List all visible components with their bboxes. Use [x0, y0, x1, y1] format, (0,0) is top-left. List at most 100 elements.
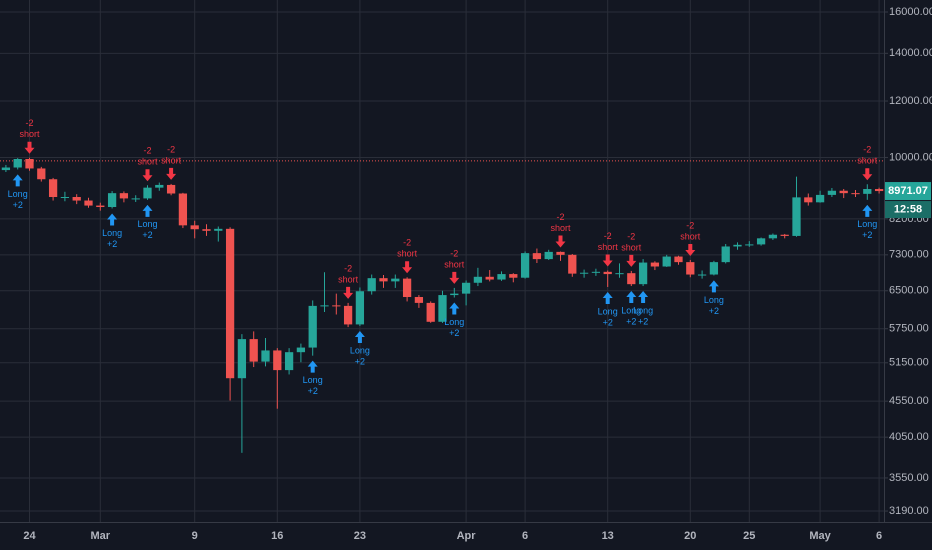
long-arrow	[626, 291, 637, 304]
long-arrow	[107, 213, 118, 226]
short-arrow	[555, 235, 566, 248]
signal-label: Long	[857, 219, 877, 229]
short-arrow	[449, 271, 460, 284]
candle-body	[745, 244, 754, 246]
signal-label: short	[161, 155, 182, 165]
signal-amount: -2	[686, 220, 694, 230]
x-tick-label: 9	[192, 530, 198, 542]
x-tick-label: 6	[876, 530, 882, 542]
signal-amount: +2	[603, 317, 613, 327]
y-tick-label: 7300.00	[889, 249, 929, 261]
short-arrow	[142, 169, 153, 182]
signal-label: Long	[444, 317, 464, 327]
y-tick-label: 10000.00	[889, 151, 932, 163]
y-tick-label: 5150.00	[889, 357, 929, 369]
signal-amount: -2	[627, 231, 635, 241]
x-tick-label: May	[809, 530, 831, 542]
signal-amount: +2	[626, 316, 636, 326]
candle-body	[332, 305, 341, 307]
candle-body	[273, 350, 282, 371]
candle-body	[320, 305, 329, 307]
candle-body	[107, 193, 117, 208]
candle-body	[780, 234, 789, 236]
candle-body	[544, 251, 553, 260]
candle-body	[426, 302, 435, 322]
y-tick-label: 4050.00	[889, 431, 929, 443]
candle-body	[461, 282, 471, 294]
short-arrow	[24, 141, 35, 154]
candle-body	[709, 262, 719, 275]
candle-body	[532, 253, 542, 260]
signal-amount: +2	[13, 200, 23, 210]
y-tick-label: 16000.00	[889, 6, 932, 18]
candle-body	[143, 187, 152, 199]
signal-amount: -2	[143, 146, 151, 156]
y-tick-label: 4550.00	[889, 395, 929, 407]
candle-body	[520, 253, 530, 278]
candle-body	[225, 228, 235, 379]
candle-body	[497, 274, 506, 280]
candle-body	[414, 297, 424, 303]
candle-body	[131, 198, 140, 200]
signal-amount: +2	[709, 306, 719, 316]
candle-body	[355, 291, 365, 325]
last-price-box	[885, 182, 931, 201]
y-tick-label: 3190.00	[889, 505, 929, 517]
signal-label: Long	[102, 228, 122, 238]
candle-body	[391, 278, 400, 282]
candle-body	[556, 251, 565, 255]
candle-body	[638, 262, 648, 285]
candle-body	[48, 179, 58, 198]
short-arrow	[402, 261, 413, 274]
candle-body	[674, 256, 683, 263]
signal-label: short	[137, 157, 158, 167]
candle-body	[308, 305, 317, 348]
signal-amount: +2	[355, 356, 365, 366]
candle-body	[863, 189, 872, 194]
signal-label: short	[19, 129, 40, 139]
long-arrow	[307, 360, 318, 373]
candle-body	[284, 352, 294, 371]
y-tick-label: 3550.00	[889, 472, 929, 484]
x-tick-label: 24	[23, 530, 36, 542]
candle-body	[792, 197, 801, 236]
candle-body	[768, 234, 778, 239]
signal-label: short	[857, 156, 878, 166]
x-tick-label: 23	[354, 530, 366, 542]
countdown-box	[885, 201, 931, 219]
candle-body	[650, 262, 660, 267]
candle-body	[25, 158, 34, 169]
x-tick-label: Apr	[457, 530, 477, 542]
long-arrow	[354, 331, 365, 344]
plot: Long+2short-2Long+2Long+2short-2short-2L…	[0, 118, 884, 453]
signal-label: Long	[350, 345, 370, 355]
candle-body	[166, 184, 176, 194]
signal-label: Long	[303, 375, 323, 385]
candle-body	[155, 184, 164, 188]
candle-body	[827, 190, 837, 195]
long-arrow	[449, 302, 460, 315]
short-arrow	[626, 254, 637, 267]
x-tick-label: 25	[743, 530, 755, 542]
countdown-label: 12:58	[894, 203, 922, 215]
signal-amount: +2	[308, 386, 318, 396]
candle-body	[839, 190, 848, 194]
candle-body	[450, 293, 459, 296]
y-tick-label: 14000.00	[889, 47, 932, 59]
candle-body	[756, 238, 766, 245]
candle-body	[733, 244, 742, 247]
candle-body	[367, 278, 376, 292]
candle-body	[60, 197, 70, 199]
candle-body	[804, 197, 813, 203]
candle-body	[721, 246, 730, 263]
candle-body	[874, 189, 884, 192]
short-arrow	[862, 168, 873, 181]
candle-body	[37, 168, 46, 180]
x-tick-label: 6	[522, 530, 528, 542]
long-arrow	[142, 204, 153, 217]
candle-body	[485, 276, 494, 280]
signal-amount: -2	[450, 248, 458, 258]
candle-body	[178, 193, 188, 226]
